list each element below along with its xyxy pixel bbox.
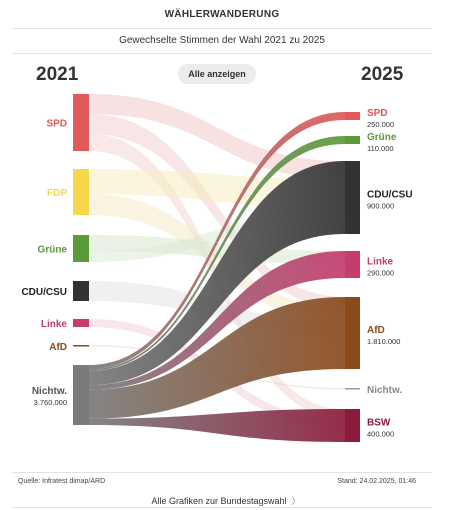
graphic-subtitle: Gewechselte Stimmen der Wahl 2021 zu 202… bbox=[12, 29, 432, 54]
right-node-gruene bbox=[345, 136, 360, 144]
year-right-label: 2025 bbox=[361, 64, 404, 85]
flow-nichtw-to-bsw bbox=[89, 409, 345, 442]
flow-nichtw-to-linke bbox=[89, 251, 345, 390]
left-value-nichtw: 3.760.000 bbox=[34, 398, 67, 407]
left-node-afd bbox=[73, 345, 89, 347]
right-value-spd: 250.000 bbox=[367, 120, 394, 129]
left-label-nichtw: Nichtw. bbox=[32, 386, 67, 397]
flow-nichtw-to-cdu bbox=[89, 161, 345, 386]
left-node-linke bbox=[73, 319, 89, 327]
right-label-gruene: Grüne bbox=[367, 132, 397, 143]
right-node-nichtw bbox=[345, 388, 360, 390]
right-label-bsw: BSW bbox=[367, 418, 391, 429]
left-node-cdu bbox=[73, 281, 89, 301]
bottom-divider bbox=[12, 507, 432, 508]
right-node-linke bbox=[345, 251, 360, 278]
left-node-gruene bbox=[73, 235, 89, 262]
left-node-fdp bbox=[73, 169, 89, 215]
left-label-cdu: CDU/CSU bbox=[21, 287, 67, 298]
background-flow-fdp-afd bbox=[89, 194, 345, 323]
highlighted-flows bbox=[89, 112, 345, 442]
left-label-linke: Linke bbox=[41, 319, 68, 330]
right-label-nichtw: Nichtw. bbox=[367, 385, 402, 396]
flow-nichtw-to-afd bbox=[89, 297, 345, 419]
left-node-spd bbox=[73, 94, 89, 151]
sankey-labels: SPDFDPGrüneCDU/CSULinkeAfDNichtw.3.760.0… bbox=[21, 108, 412, 439]
background-flow-spd-cdu bbox=[89, 94, 345, 180]
right-value-bsw: 400.000 bbox=[367, 430, 394, 439]
all-graphics-link-label: Alle Grafiken zur Bundestagswahl bbox=[151, 496, 287, 506]
all-graphics-link[interactable]: Alle Grafiken zur Bundestagswahl 〉 bbox=[0, 494, 452, 507]
right-node-afd bbox=[345, 297, 360, 369]
left-label-fdp: FDP bbox=[47, 188, 67, 199]
footer-divider bbox=[12, 472, 432, 473]
source-note: Quelle: Infratest dimap/ARD bbox=[18, 478, 106, 485]
right-node-cdu bbox=[345, 161, 360, 234]
background-flow-spd-afd bbox=[89, 113, 345, 308]
sankey-chart: SPDFDPGrüneCDU/CSULinkeAfDNichtw.3.760.0… bbox=[21, 94, 413, 442]
right-value-afd: 1.810.000 bbox=[367, 337, 400, 346]
year-left-label: 2021 bbox=[36, 64, 79, 85]
right-node-bsw bbox=[345, 409, 360, 442]
flow-nichtw-to-gruene bbox=[89, 136, 345, 371]
show-all-button[interactable]: Alle anzeigen bbox=[178, 64, 256, 84]
graphic-title: WÄHLERWANDERUNG bbox=[12, 0, 432, 29]
right-label-afd: AfD bbox=[367, 325, 385, 336]
right-label-cdu: CDU/CSU bbox=[367, 190, 413, 201]
right-value-gruene: 110.000 bbox=[367, 144, 394, 153]
right-label-linke: Linke bbox=[367, 257, 394, 268]
left-node-nichtw bbox=[73, 365, 89, 425]
right-value-cdu: 900.000 bbox=[367, 202, 394, 211]
right-node-spd bbox=[345, 112, 360, 120]
left-label-spd: SPD bbox=[46, 119, 67, 130]
left-label-afd: AfD bbox=[49, 342, 67, 353]
timestamp: Stand: 24.02.2025, 01:46 bbox=[337, 478, 416, 485]
chevron-right-icon: 〉 bbox=[291, 496, 301, 506]
sankey-nodes bbox=[73, 94, 360, 442]
right-value-linke: 290.000 bbox=[367, 269, 394, 278]
flow-nichtw-to-spd bbox=[89, 112, 345, 369]
background-flow-gruene-linke bbox=[89, 235, 345, 265]
right-label-spd: SPD bbox=[367, 108, 388, 119]
left-label-gruene: Grüne bbox=[38, 245, 68, 256]
